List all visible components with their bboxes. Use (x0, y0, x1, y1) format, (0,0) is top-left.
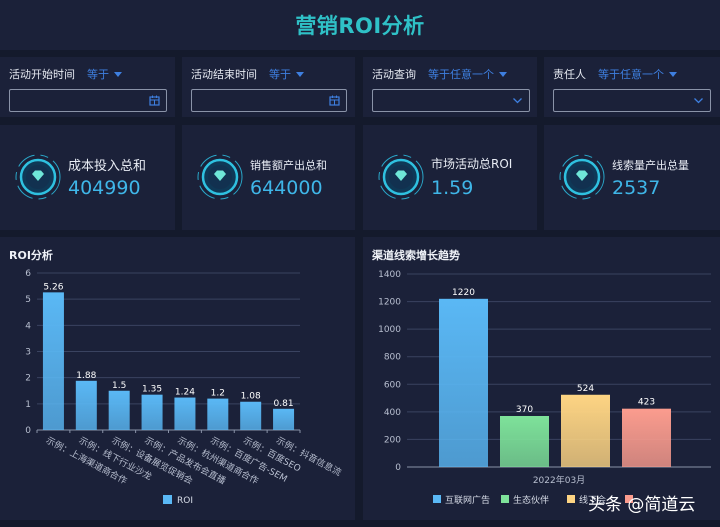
svg-text:200: 200 (384, 435, 401, 445)
svg-text:1220: 1220 (452, 288, 475, 298)
calendar-icon (329, 95, 340, 106)
svg-text:线下会: 线下会 (579, 494, 606, 506)
leads-chart-panel: 渠道线索增长趋势 0 200 400 600 800 1000 1200 1400 1220 37… (363, 237, 720, 520)
svg-text:1.08: 1.08 (241, 392, 261, 402)
chevron-down-icon (513, 98, 522, 104)
caret-down-icon (499, 71, 507, 77)
svg-text:1.5: 1.5 (112, 381, 126, 391)
kpi-label: 成本投入总和 (68, 159, 147, 174)
filter-start-time: 活动开始时间 等于 (0, 57, 175, 117)
operator-dropdown[interactable]: 等于任意一个 (598, 66, 677, 82)
filter-label: 活动结束时间 (191, 68, 257, 81)
svg-text:ROI: ROI (177, 496, 193, 506)
kpi-label: 线索量产出总量 (612, 159, 689, 172)
legend-swatch (501, 495, 509, 503)
svg-text:1000: 1000 (378, 325, 401, 335)
operator-dropdown[interactable]: 等于任意一个 (428, 66, 507, 82)
leads-bar-chart: 0 200 400 600 800 1000 1200 1400 1220 370 524 423 20… (378, 270, 711, 506)
legend-swatch (163, 495, 172, 504)
end-date-input[interactable] (191, 89, 347, 112)
bar (240, 401, 262, 430)
kpi-card-leads: 线索量产出总量 2537 (544, 125, 720, 230)
owner-select[interactable] (553, 89, 711, 112)
bar (439, 298, 488, 467)
kpi-value: 404990 (68, 177, 141, 199)
bar (174, 397, 196, 430)
diamond-icon (559, 154, 605, 200)
svg-text:600: 600 (384, 380, 401, 390)
caret-down-icon (114, 71, 122, 77)
diamond-icon (15, 154, 61, 200)
bar (42, 292, 64, 430)
legend-swatch (625, 495, 633, 503)
chevron-down-icon (694, 98, 703, 104)
bar (273, 408, 295, 430)
page-title: 营销ROI分析 (295, 14, 425, 38)
kpi-value: 2537 (612, 177, 661, 199)
filter-end-time: 活动结束时间 等于 (182, 57, 355, 117)
svg-text:3: 3 (25, 348, 31, 358)
svg-text:1.2: 1.2 (211, 389, 225, 399)
kpi-label: 市场活动总ROI (431, 157, 513, 171)
bar (207, 398, 229, 430)
kpi-value: 1.59 (431, 177, 474, 199)
filter-activity: 活动查询 等于任意一个 (363, 57, 537, 117)
svg-text:2: 2 (25, 374, 31, 384)
bar (108, 390, 130, 430)
caret-down-icon (669, 71, 677, 77)
svg-text:互联网广告: 互联网广告 (445, 494, 490, 506)
svg-text:5: 5 (25, 295, 31, 305)
svg-text:1.35: 1.35 (142, 385, 162, 395)
legend-swatch (433, 495, 441, 503)
svg-text:6: 6 (25, 269, 31, 279)
svg-text:423: 423 (638, 398, 655, 408)
svg-text:800: 800 (384, 353, 401, 363)
bar (561, 394, 610, 467)
filter-label: 活动开始时间 (9, 68, 75, 81)
svg-text:370: 370 (516, 405, 533, 415)
roi-bar-chart: 01234565.26示例：上海渠道商合作1.88示例：线下行业沙龙1.5示例：… (25, 269, 343, 506)
svg-text:1200: 1200 (378, 298, 401, 308)
svg-text:1.24: 1.24 (175, 388, 195, 398)
watermark: 头条 @简道云 (588, 495, 696, 515)
svg-text:5.26: 5.26 (43, 282, 63, 292)
kpi-label: 销售额产出总和 (250, 159, 327, 172)
filter-label: 活动查询 (372, 68, 416, 81)
header-bar: 营销ROI分析 (0, 0, 720, 50)
roi-chart-panel: ROI分析 0 1 2 3 4 5 6 5.26 示例：上海渠道商合作 1.88 示例：线下行业沙龙… (0, 237, 355, 520)
kpi-card-cost: 成本投入总和 404990 (0, 125, 175, 230)
bar (141, 394, 163, 430)
svg-text:1400: 1400 (378, 270, 401, 280)
bar (75, 380, 97, 430)
kpi-card-sales: 销售额产出总和 644000 (182, 125, 355, 230)
svg-text:1: 1 (25, 400, 31, 410)
caret-down-icon (296, 71, 304, 77)
chart-title: 渠道线索增长趋势 (372, 249, 460, 262)
svg-text:0.81: 0.81 (274, 399, 294, 409)
calendar-icon (149, 95, 160, 106)
svg-text:0: 0 (25, 426, 31, 436)
operator-dropdown[interactable]: 等于 (87, 66, 122, 82)
filter-owner: 责任人 等于任意一个 (544, 57, 720, 117)
bar (622, 408, 671, 467)
kpi-card-roi: 市场活动总ROI 1.59 (363, 125, 537, 230)
kpi-value: 644000 (250, 177, 323, 199)
chart-title: ROI分析 (9, 249, 53, 262)
svg-text:0: 0 (395, 463, 401, 473)
svg-text:4: 4 (25, 321, 31, 331)
diamond-icon (378, 154, 424, 200)
activity-select[interactable] (372, 89, 530, 112)
operator-dropdown[interactable]: 等于 (269, 66, 304, 82)
svg-text:1.88: 1.88 (76, 371, 96, 381)
svg-text:524: 524 (577, 384, 594, 394)
diamond-icon (197, 154, 243, 200)
legend-swatch (567, 495, 575, 503)
bar (500, 415, 549, 467)
svg-text:生态伙伴: 生态伙伴 (513, 494, 549, 506)
filter-label: 责任人 (553, 68, 586, 81)
svg-text:400: 400 (384, 408, 401, 418)
start-date-input[interactable] (9, 89, 167, 112)
svg-text:2022年03月: 2022年03月 (533, 474, 585, 486)
